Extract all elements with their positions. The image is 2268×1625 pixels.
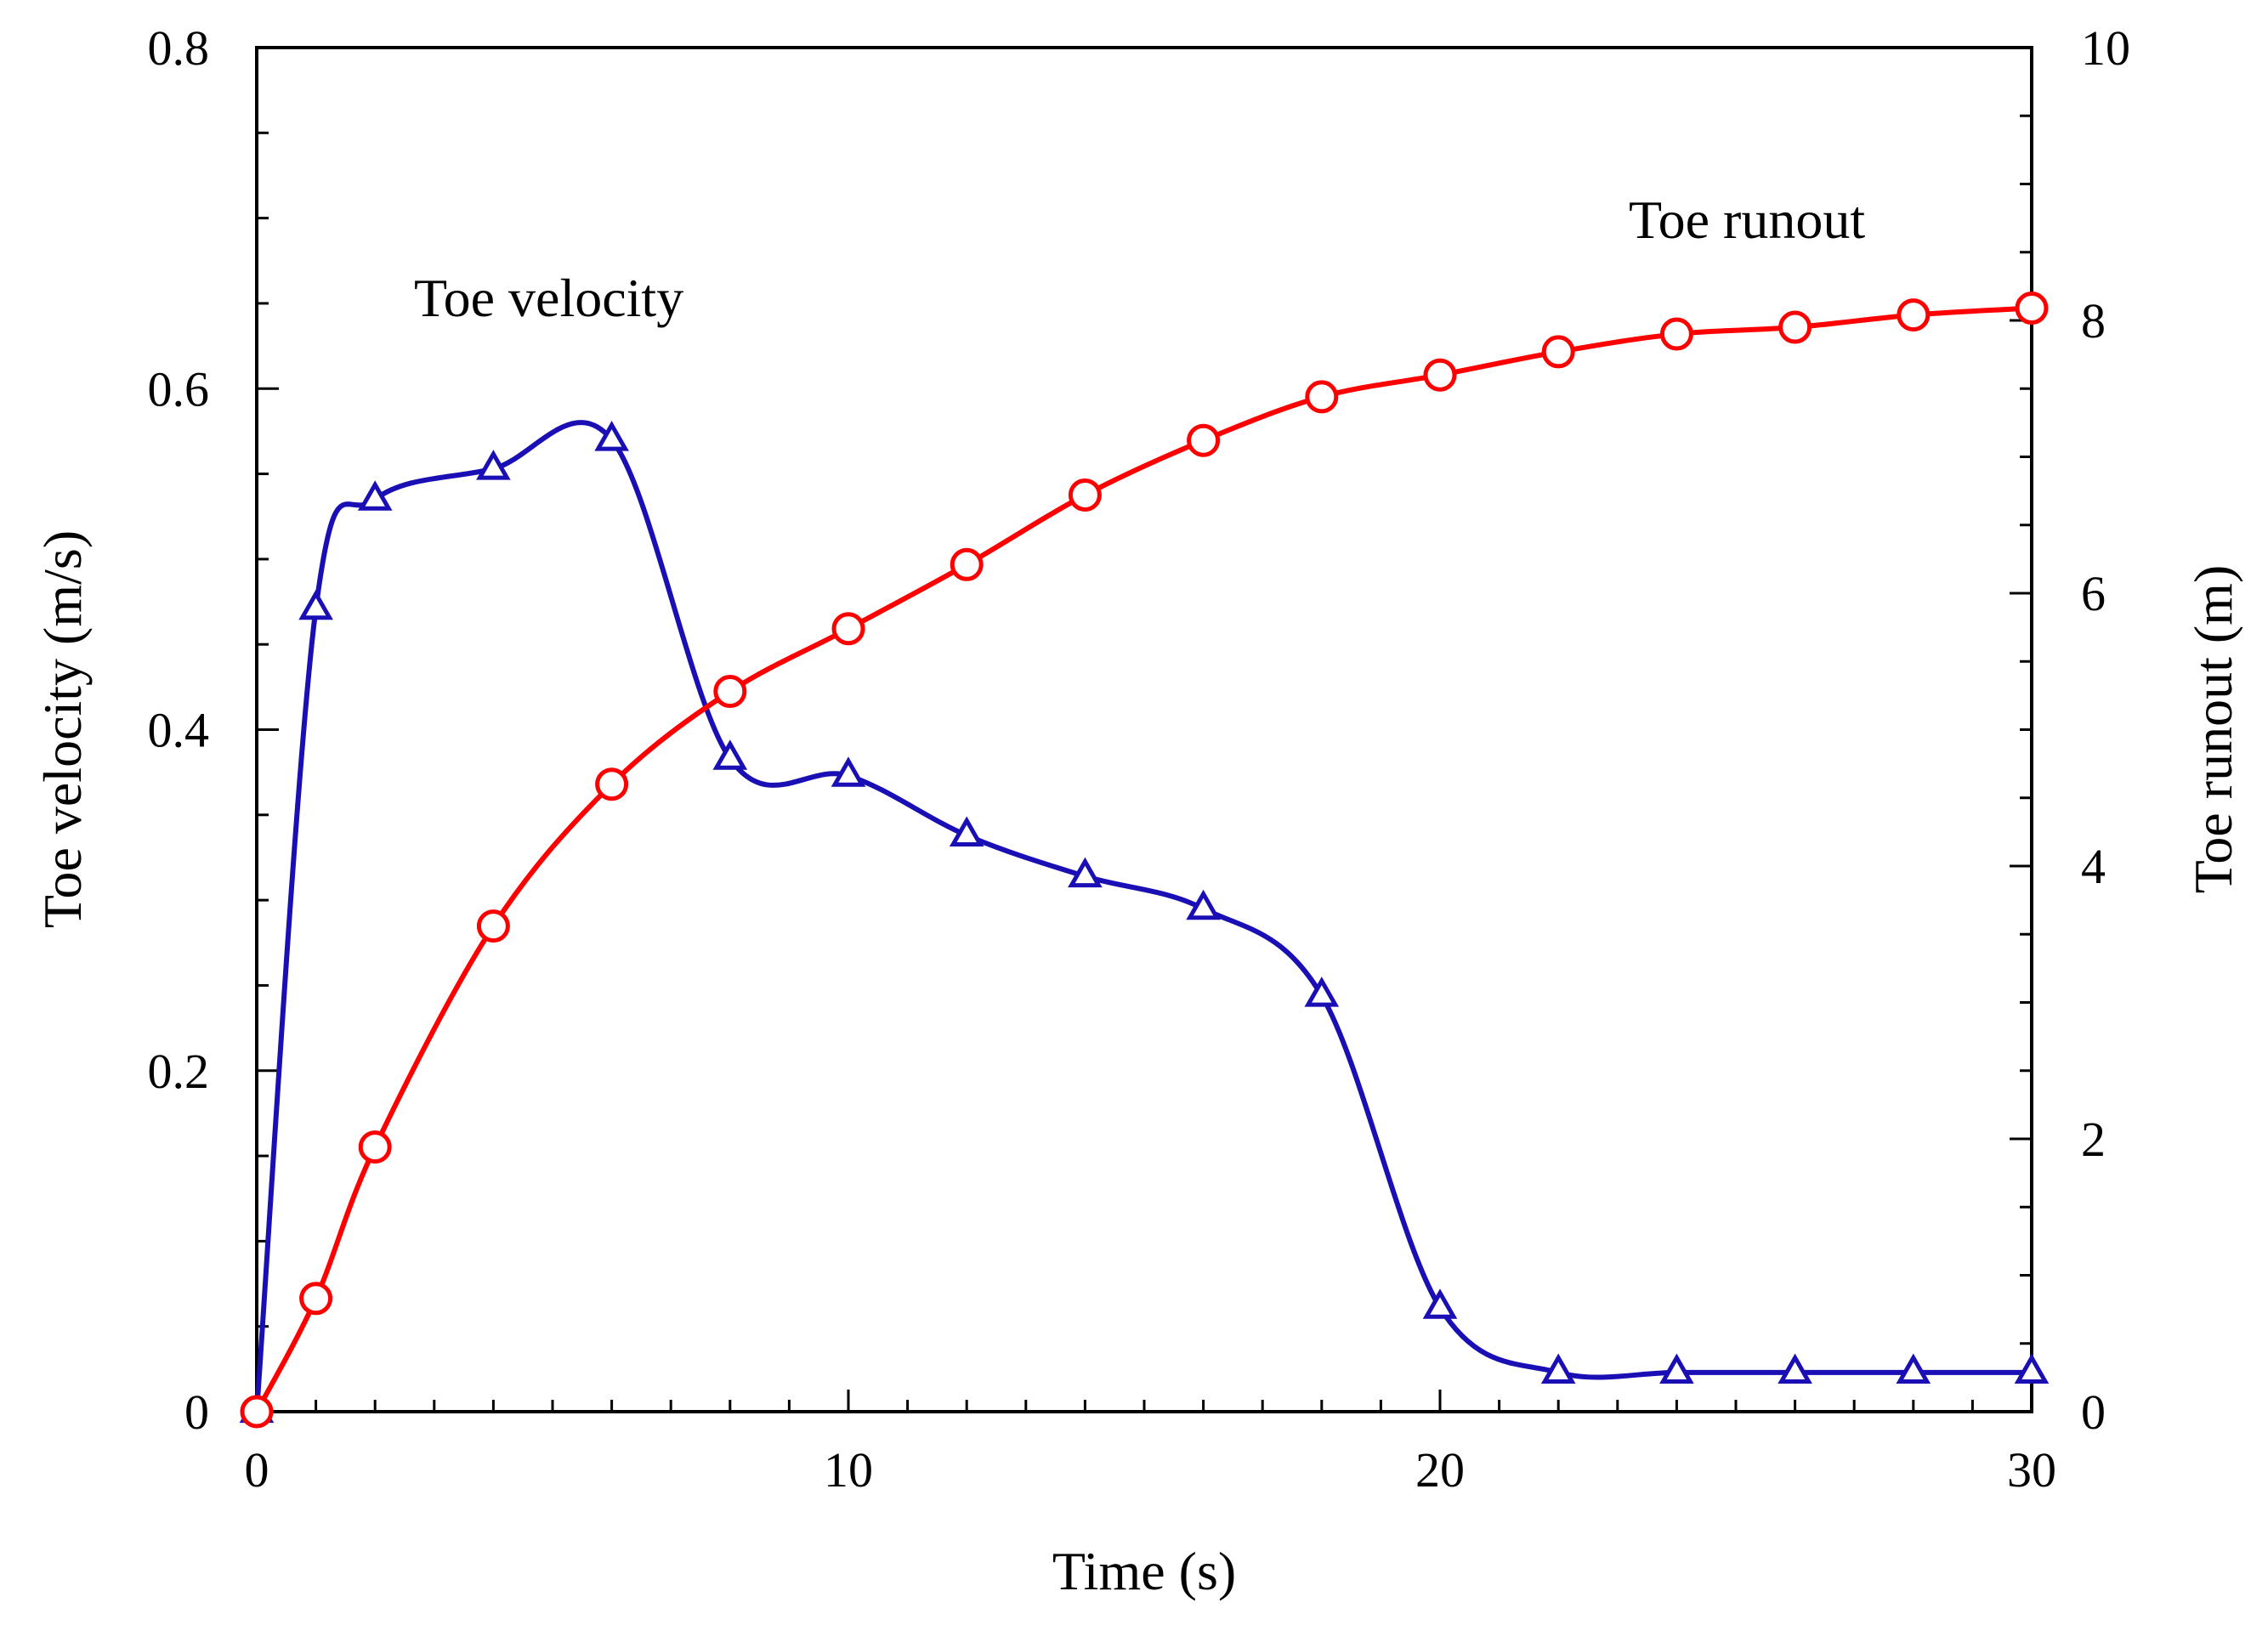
- data-point-triangle: [1540, 1353, 1576, 1384]
- data-point-circle: [831, 612, 865, 646]
- data-point-circle: [1541, 335, 1575, 369]
- data-point-circle: [1305, 380, 1339, 414]
- axis-ticks: [255, 46, 2033, 1413]
- y-right-tick-label: 4: [2081, 839, 2106, 894]
- series-toe-runout: [240, 292, 2049, 1429]
- y-axis-left-title: Toe velocity (m/s): [32, 530, 93, 928]
- series-line: [254, 305, 2034, 1414]
- data-point-triangle: [712, 739, 748, 770]
- data-point-triangle: [831, 756, 866, 787]
- data-point-triangle: [357, 480, 393, 511]
- x-tick-label: 0: [245, 1442, 269, 1498]
- y-left-tick-label: 0.2: [148, 1044, 210, 1099]
- x-tick-label: 30: [2007, 1442, 2056, 1498]
- data-point-circle: [2015, 292, 2049, 326]
- data-point-circle: [1187, 423, 1221, 457]
- data-point-triangle: [298, 589, 333, 620]
- y-right-tick-label: 8: [2081, 293, 2106, 348]
- data-point-circle: [1423, 358, 1457, 392]
- y-right-tick-label: 0: [2081, 1384, 2106, 1440]
- data-point-circle: [950, 547, 984, 581]
- y-left-tick-label: 0.8: [148, 20, 210, 76]
- data-point-triangle: [1068, 857, 1103, 888]
- data-point-triangle: [1778, 1353, 1812, 1384]
- plot-frame: [255, 46, 2033, 1413]
- y-right-tick-label: 2: [2081, 1112, 2106, 1167]
- data-point-triangle: [594, 421, 629, 451]
- data-point-circle: [1778, 310, 1812, 344]
- data-point-triangle: [949, 816, 984, 847]
- series-layer: [239, 292, 2050, 1429]
- y-right-tick-label: 10: [2081, 20, 2130, 76]
- data-point-circle: [595, 767, 629, 801]
- data-point-triangle: [1422, 1288, 1458, 1319]
- x-axis-title: Time (s): [1052, 1541, 1236, 1601]
- series-line: [254, 420, 2034, 1414]
- data-point-circle: [713, 675, 747, 709]
- data-point-triangle: [476, 450, 511, 480]
- data-point-circle: [240, 1395, 274, 1429]
- y-axis-right-title: Toe runout (m): [2183, 565, 2243, 894]
- data-point-circle: [1897, 298, 1931, 332]
- data-point-circle: [1659, 317, 1693, 351]
- y-right-tick-label: 6: [2081, 566, 2106, 621]
- data-point-circle: [358, 1130, 392, 1164]
- y-left-tick-label: 0: [184, 1384, 209, 1440]
- y-left-tick-label: 0.6: [148, 361, 210, 416]
- data-point-triangle: [1659, 1353, 1694, 1384]
- annotation-toe-velocity: Toe velocity: [414, 268, 683, 328]
- series-toe-velocity: [239, 420, 2050, 1424]
- x-tick-label: 20: [1415, 1442, 1465, 1498]
- data-point-triangle: [1304, 977, 1340, 1007]
- data-point-triangle: [1186, 889, 1221, 920]
- x-tick-label: 10: [824, 1442, 873, 1498]
- annotation-toe-runout: Toe runout: [1629, 190, 1865, 250]
- tick-labels: 0 10 20 30 0 0.2 0.4 0.6 0.8 0 2 4 6 8 10: [148, 20, 2131, 1498]
- data-point-circle: [1068, 478, 1102, 512]
- data-point-triangle: [2014, 1353, 2050, 1384]
- data-point-circle: [299, 1282, 333, 1316]
- data-point-circle: [476, 909, 510, 943]
- data-point-triangle: [1896, 1353, 1931, 1384]
- y-left-tick-label: 0.4: [148, 703, 210, 758]
